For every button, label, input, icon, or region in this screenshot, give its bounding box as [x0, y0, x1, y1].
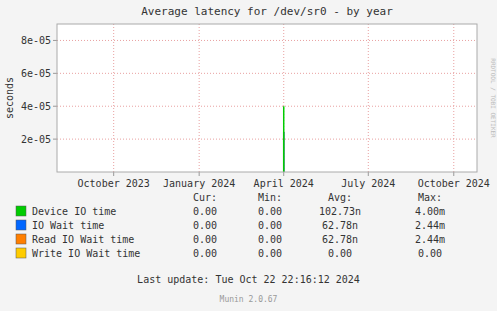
footer: Last update: Tue Oct 22 22:16:12 2024 [137, 274, 360, 285]
grid-line [57, 40, 477, 41]
legend-swatch [16, 206, 26, 216]
title: Average latency for /dev/sr0 - by year [141, 5, 393, 18]
legend-value: 4.00m [415, 206, 445, 217]
tick-label: 2e-05 [21, 134, 51, 145]
legend-value: 2.44m [415, 234, 445, 245]
legend-value: 0.00 [328, 248, 352, 259]
tick [283, 172, 284, 176]
legend-value: 0.00 [258, 234, 282, 245]
legend-value: 0.00 [258, 220, 282, 231]
tick-label: July 2024 [341, 178, 395, 189]
grid-line [57, 73, 477, 74]
legend-swatch [16, 234, 26, 244]
tick-label: October 2024 [418, 178, 490, 189]
tick-label: October 2023 [78, 178, 150, 189]
legend-value: 0.00 [193, 248, 217, 259]
legend-header: Min: [258, 192, 282, 203]
tick-label: 6e-05 [21, 68, 51, 79]
legend-value: 0.00 [258, 248, 282, 259]
spike [283, 106, 285, 172]
legend-value: 62.78n [322, 220, 358, 231]
legend-label: IO Wait time [32, 220, 104, 231]
tick [199, 172, 200, 176]
chart: Average latency for /dev/sr0 - by year se… [0, 0, 497, 311]
y-axis-label: seconds [4, 77, 15, 119]
grid-line [368, 24, 369, 172]
legend-header: Cur: [193, 192, 217, 203]
tick-label: 8e-05 [21, 35, 51, 46]
tick [53, 106, 57, 107]
legend-swatch [16, 220, 26, 230]
legend-header: Avg: [328, 192, 352, 203]
tick [113, 172, 114, 176]
legend-value: 62.78n [322, 234, 358, 245]
legend-value: 102.73n [319, 206, 361, 217]
legend-label: Read IO Wait time [32, 234, 134, 245]
legend-label: Device IO time [32, 206, 116, 217]
plot-background [57, 24, 477, 172]
legend-header: Max: [418, 192, 442, 203]
tick [53, 139, 57, 140]
grid-line [113, 24, 114, 172]
tick-label: April 2024 [254, 178, 314, 189]
grid-line [57, 139, 477, 140]
grid-line [453, 24, 454, 172]
tick-label: January 2024 [163, 178, 235, 189]
legend-value: 0.00 [193, 220, 217, 231]
tick [53, 73, 57, 74]
legend-swatch [16, 248, 26, 258]
grid-line [283, 24, 284, 172]
tick [53, 40, 57, 41]
grid-line [57, 106, 477, 107]
marks [283, 106, 285, 172]
tick [453, 172, 454, 176]
tick-label: 4e-05 [21, 101, 51, 112]
grid-line [199, 24, 200, 172]
watermark: RRDTOOL / TOBI OETIKER [490, 58, 497, 138]
legend-value: 0.00 [193, 206, 217, 217]
plot-frame [57, 24, 477, 172]
legend-value: 0.00 [258, 206, 282, 217]
legend-value: 0.00 [193, 234, 217, 245]
legend-value: 0.00 [418, 248, 442, 259]
legend-label: Write IO Wait time [32, 248, 140, 259]
tick [368, 172, 369, 176]
legend-value: 2.44m [415, 220, 445, 231]
version: Munin 2.0.67 [220, 295, 278, 304]
